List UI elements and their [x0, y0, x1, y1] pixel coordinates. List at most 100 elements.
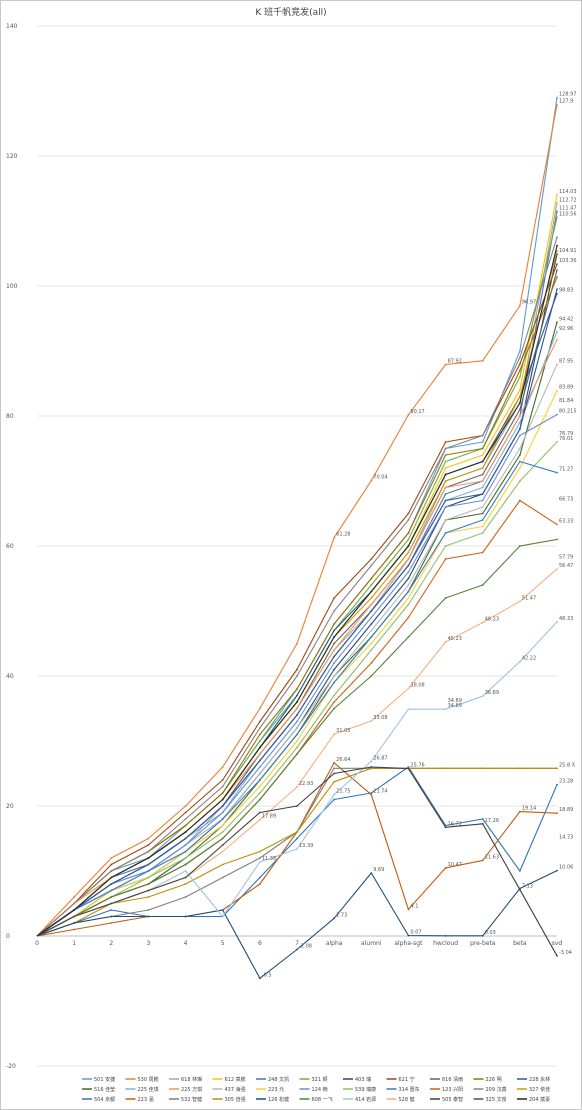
data-label: 25.76 — [410, 763, 424, 769]
legend-label: 314 晋东 — [399, 1086, 420, 1093]
data-point — [333, 610, 335, 612]
data-label: 0.03 — [485, 930, 496, 936]
data-point — [296, 714, 298, 716]
legend-label: 621 宁 — [399, 1076, 415, 1083]
data-label: 45.23 — [448, 636, 462, 642]
legend-label: 532 智健 — [181, 1096, 202, 1103]
series — [36, 460, 558, 937]
data-point — [333, 536, 335, 539]
data-point — [333, 772, 335, 775]
data-point — [444, 363, 447, 366]
series — [36, 338, 558, 937]
data-point — [73, 928, 75, 931]
series-line — [36, 250, 558, 937]
data-label: 23.28 — [559, 779, 573, 785]
data-label: 98.83 — [559, 288, 573, 294]
data-label: 13.39 — [299, 843, 313, 849]
data-point — [556, 210, 558, 213]
data-point — [147, 889, 150, 892]
legend-label: 321 颖 — [312, 1076, 328, 1083]
data-point — [259, 883, 261, 885]
data-point — [556, 441, 558, 443]
data-point — [407, 708, 410, 711]
data-point — [370, 584, 373, 586]
data-point — [110, 870, 113, 872]
data-label: 103.36 — [559, 258, 577, 264]
data-point — [519, 447, 521, 450]
data-point — [110, 883, 113, 885]
y-tick-label: 20 — [6, 803, 14, 810]
data-label: -2.08 — [299, 944, 312, 950]
legend-label: 530 周鹏 — [138, 1076, 159, 1083]
data-label: 81.84 — [559, 398, 573, 404]
data-point — [110, 876, 113, 879]
legend-label: 414 岩源 — [355, 1096, 376, 1103]
data-point — [221, 792, 224, 794]
data-point — [556, 954, 558, 957]
data-point — [370, 649, 373, 651]
data-point — [110, 902, 113, 905]
data-point — [444, 597, 447, 599]
data-label: -3.04 — [559, 950, 572, 956]
data-point — [444, 545, 447, 547]
legend-label: 305 倍强 — [225, 1096, 246, 1103]
data-point — [259, 857, 261, 859]
gridlines — [37, 25, 557, 1067]
data-point — [556, 96, 558, 99]
data-point — [481, 525, 484, 528]
series — [36, 321, 558, 937]
data-point — [73, 902, 75, 905]
series-line — [36, 264, 558, 937]
data-point — [110, 863, 113, 866]
data-point — [519, 870, 521, 872]
data-point — [333, 649, 335, 651]
series — [36, 236, 558, 937]
y-tick-label: 140 — [6, 23, 18, 30]
series-line — [36, 253, 558, 937]
data-point — [407, 571, 410, 573]
legend-label: 223 元 — [268, 1087, 284, 1093]
data-point — [333, 668, 335, 671]
data-point — [444, 486, 447, 489]
data-point — [370, 872, 373, 874]
series — [36, 276, 558, 937]
series — [36, 103, 558, 937]
data-point — [370, 558, 373, 560]
data-point — [481, 454, 484, 456]
data-point — [481, 473, 484, 476]
legend-label: 225 方琪 — [181, 1086, 202, 1093]
data-point — [407, 687, 410, 690]
series-lines — [36, 96, 558, 980]
data-point — [333, 636, 335, 638]
data-point — [407, 545, 410, 547]
series — [36, 568, 558, 937]
data-point — [556, 292, 558, 295]
legend-label: 225 佳琪 — [138, 1086, 159, 1093]
legend-label: 505 泰智 — [442, 1096, 463, 1103]
data-point — [444, 506, 447, 508]
data-label: 80.215 — [559, 409, 577, 415]
data-point — [296, 740, 298, 742]
series — [36, 193, 558, 937]
data-point — [184, 818, 187, 820]
data-point — [333, 917, 335, 920]
data-point — [519, 363, 521, 365]
data-label: 22.93 — [299, 781, 313, 787]
data-point — [221, 863, 224, 866]
data-point — [481, 532, 484, 534]
data-point — [519, 660, 521, 663]
data-label: 36.89 — [485, 690, 499, 696]
data-point — [556, 812, 558, 815]
data-label: 21.75 — [336, 789, 350, 795]
data-label: 26.64 — [336, 757, 350, 763]
series-line — [36, 104, 558, 937]
data-label: 83.89 — [559, 385, 573, 391]
data-point — [519, 350, 521, 352]
data-point — [481, 359, 484, 362]
data-point — [407, 512, 410, 515]
data-point — [184, 883, 187, 885]
x-tick-label: 7 — [295, 940, 299, 947]
data-label: 10.06 — [559, 865, 573, 871]
data-point — [296, 694, 298, 697]
